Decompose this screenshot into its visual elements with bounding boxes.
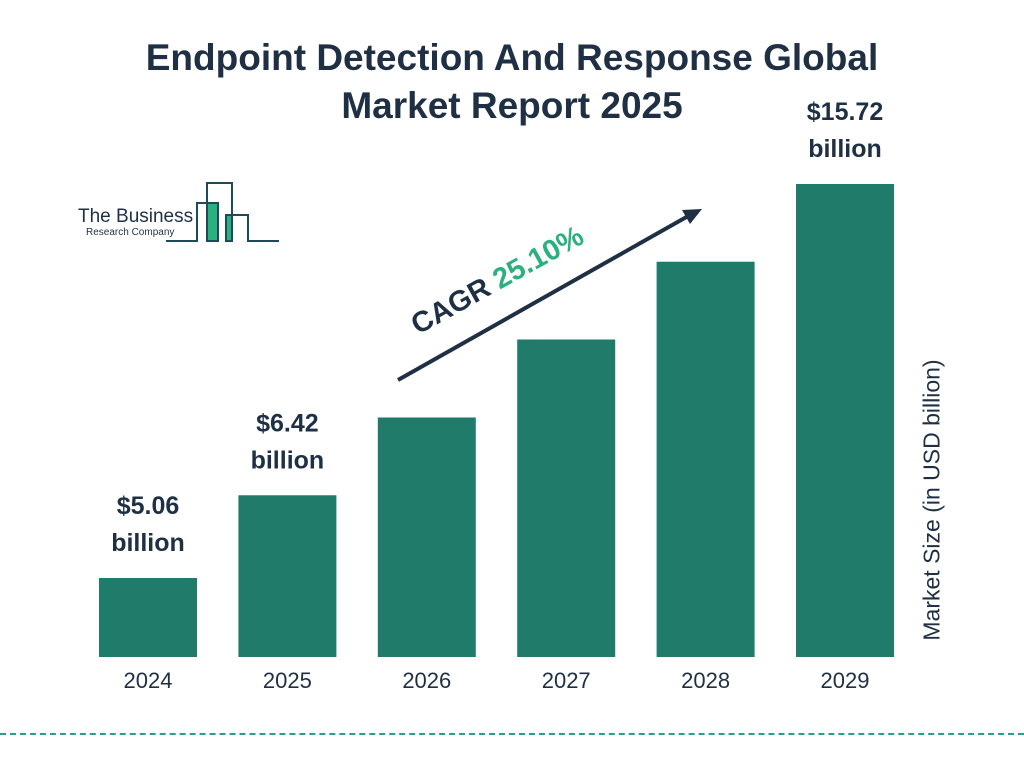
bar-2029 — [796, 184, 894, 657]
chart-title: Endpoint Detection And Response Global M… — [0, 34, 1024, 130]
x-tick-label: 2025 — [263, 668, 312, 693]
data-label-value: $5.06 — [117, 492, 180, 520]
x-tick-label: 2027 — [542, 668, 591, 693]
data-label-unit: billion — [251, 446, 325, 474]
logo-text-line2: Research Company — [86, 227, 175, 238]
data-label-value: $15.72 — [807, 98, 883, 126]
bar-2027 — [517, 339, 616, 657]
logo-buildings-icon — [166, 182, 279, 242]
x-tick-label: 2029 — [821, 668, 870, 693]
footer-divider — [0, 733, 1024, 735]
bar-2026 — [377, 417, 476, 657]
logo-text-line1: The Business — [78, 206, 194, 227]
title-line-2: Market Report 2025 — [341, 85, 683, 126]
x-tick-label: 2024 — [124, 668, 173, 693]
bar-2024 — [99, 578, 197, 657]
x-tick-label: 2028 — [681, 668, 730, 693]
data-label-unit: billion — [808, 135, 882, 163]
bar-2025 — [238, 495, 337, 657]
cagr-arrow-head-icon — [682, 209, 702, 224]
cagr-value: 25.10% — [488, 220, 590, 296]
x-tick-label: 2026 — [402, 668, 451, 693]
bar-2028 — [656, 261, 755, 657]
data-label-unit: billion — [111, 529, 185, 557]
cagr-arrow-line — [397, 213, 691, 382]
y-axis-label: Market Size (in USD billion) — [918, 359, 945, 641]
data-label-value: $6.42 — [256, 409, 319, 437]
title-line-1: Endpoint Detection And Response Global — [145, 37, 879, 78]
